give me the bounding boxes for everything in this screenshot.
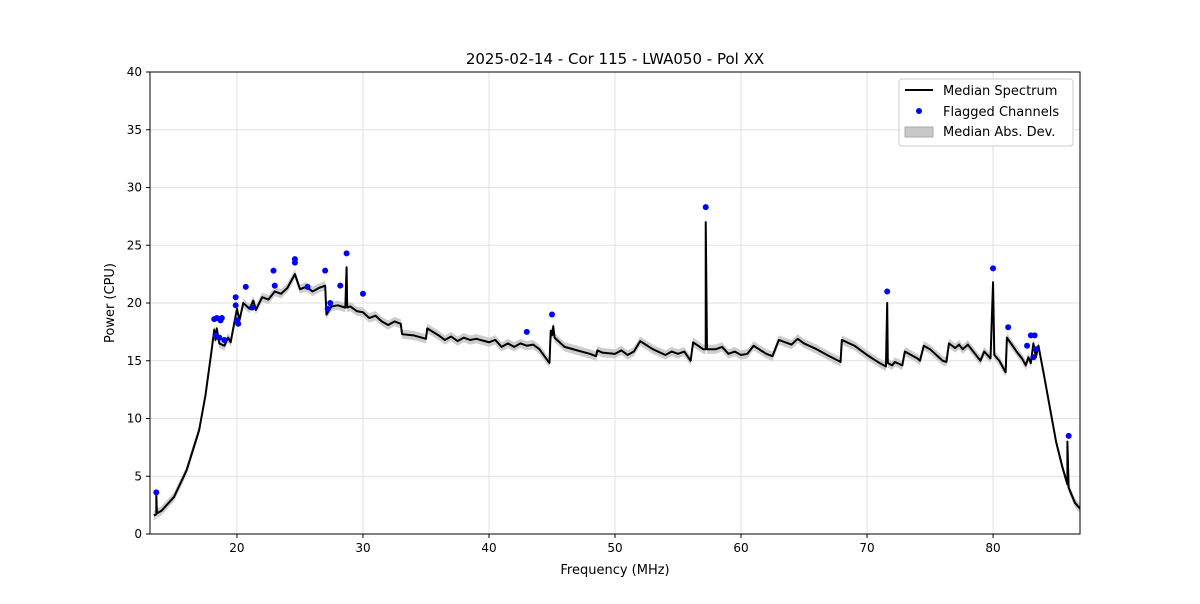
x-tick-label: 50	[607, 541, 622, 555]
flagged-channel-point	[884, 288, 891, 295]
flagged-channel-point	[291, 256, 298, 263]
flagged-channel-point	[523, 328, 530, 335]
flagged-channel-point	[270, 267, 277, 274]
flagged-channel-point	[359, 290, 366, 297]
legend-mad-patch	[904, 126, 934, 138]
chart-title: 2025-02-14 - Cor 115 - LWA050 - Pol XX	[466, 50, 764, 68]
flagged-channel-point	[324, 305, 331, 312]
flagged-channel-point	[548, 311, 555, 318]
y-tick-label: 35	[127, 123, 142, 137]
flagged-channel-point	[304, 283, 311, 290]
flagged-channel-point	[1030, 354, 1037, 361]
x-tick-label: 70	[859, 541, 874, 555]
flagged-channel-point	[1032, 346, 1039, 353]
legend: Median Spectrum Flagged Channels Median …	[898, 78, 1074, 147]
flagged-channel-point	[232, 294, 239, 301]
flagged-channel-point	[322, 267, 329, 274]
flagged-channel-point	[1024, 342, 1031, 349]
x-tick-label: 80	[985, 541, 1000, 555]
legend-median-label: Median Spectrum	[943, 84, 1057, 99]
y-tick-label: 10	[127, 412, 142, 426]
y-tick-label: 15	[127, 354, 142, 368]
legend-flagged-marker	[916, 108, 922, 114]
y-tick-label: 20	[127, 296, 142, 310]
flagged-channel-point	[990, 265, 997, 272]
flagged-channel-point	[242, 283, 249, 290]
y-tick-label: 30	[127, 181, 142, 195]
y-tick-label: 40	[127, 65, 142, 79]
y-axis-label: Power (CPU)	[103, 263, 118, 343]
flagged-channel-point	[702, 204, 709, 211]
x-tick-label: 20	[229, 541, 244, 555]
median-spectrum-line	[153, 221, 1081, 517]
flagged-channel-point	[232, 302, 239, 309]
x-tick-label: 40	[481, 541, 496, 555]
x-axis-label: Frequency (MHz)	[560, 563, 669, 578]
y-tick-label: 5	[134, 469, 142, 483]
legend-mad-label: Median Abs. Dev.	[943, 125, 1055, 140]
flagged-channel-point	[216, 334, 223, 341]
flagged-channel-point	[235, 320, 242, 327]
y-tick-label: 0	[134, 527, 142, 541]
flagged-channel-point	[1005, 324, 1012, 331]
flagged-channel-point	[221, 336, 228, 343]
legend-flagged-label: Flagged Channels	[943, 105, 1059, 120]
y-tick-label: 25	[127, 238, 142, 252]
x-tick-label: 30	[355, 541, 370, 555]
flagged-channel-point	[1065, 432, 1072, 439]
flagged-channel-point	[249, 304, 256, 311]
x-tick-label: 60	[733, 541, 748, 555]
flagged-channel-point	[218, 315, 225, 322]
flagged-channel-point	[153, 489, 160, 496]
flagged-channel-point	[337, 282, 344, 289]
flagged-channel-point	[327, 300, 334, 306]
flagged-channel-point	[271, 282, 278, 289]
flagged-channel-point	[1031, 332, 1038, 339]
flagged-channel-point	[343, 250, 350, 257]
